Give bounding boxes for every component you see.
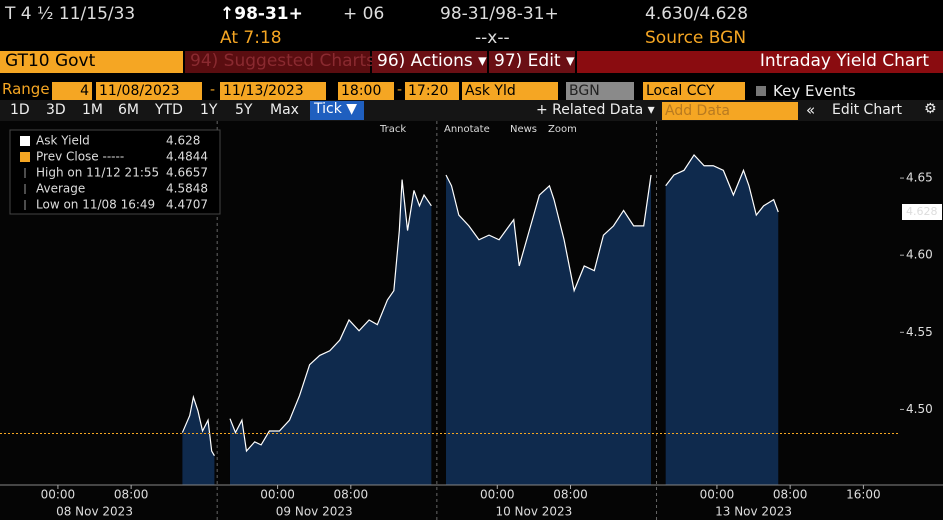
x-day-label: 09 Nov 2023	[276, 505, 353, 519]
price: ↑98-31+	[220, 4, 303, 24]
period-button[interactable]: YTD	[155, 102, 183, 118]
yields: 4.630/4.628	[645, 4, 749, 24]
edit-menu[interactable]: 97) Edit ▾	[489, 51, 575, 73]
dash: -	[210, 82, 216, 98]
start-time[interactable]: 18:00	[338, 82, 394, 100]
legend: Ask Yield 4.628 Prev Close ----- 4.4844 High…	[9, 129, 221, 215]
settings[interactable]: ⚙	[924, 101, 937, 117]
period-button[interactable]: 6M	[118, 102, 139, 118]
legend-label: High on 11/12 21:55	[36, 166, 159, 180]
actions-menu[interactable]: 96) Actions ▾	[372, 51, 487, 73]
x-tick-label: 00:00	[260, 488, 295, 502]
legend-value: 4.4844	[166, 150, 208, 164]
range-label: Range	[2, 80, 50, 98]
chart-tool: News	[510, 124, 537, 135]
dash: -	[397, 82, 403, 98]
period-button[interactable]: 3D	[46, 102, 66, 118]
checkbox[interactable]	[756, 86, 766, 96]
legend-label: Average	[36, 182, 85, 196]
legend-label: Ask Yield	[36, 134, 90, 148]
period-button[interactable]: 1M	[82, 102, 103, 118]
area	[665, 154, 779, 486]
line	[229, 179, 432, 453]
period-button[interactable]: Max	[270, 102, 299, 118]
source: Source BGN	[645, 28, 747, 48]
count-input[interactable]: 4	[52, 82, 92, 100]
x-day-label: 13 Nov 2023	[715, 505, 792, 519]
chart-tool: Zoom	[548, 124, 577, 135]
key-events[interactable]: Key Events	[773, 82, 856, 100]
x-tick-label: 08:00	[553, 488, 588, 502]
chart-tool: Track	[379, 124, 406, 135]
x-day-label: 08 Nov 2023	[56, 505, 133, 519]
legend-value: 4.6657	[166, 166, 208, 180]
legend-swatch	[20, 136, 30, 146]
legend-box	[9, 129, 221, 215]
tick-select[interactable]: Tick ▼	[310, 101, 364, 120]
toolbar	[0, 100, 943, 121]
x-tick-label: 08:00	[114, 488, 149, 502]
x-tick-label: 16:00	[846, 488, 881, 502]
end-time[interactable]: 17:20	[405, 82, 459, 100]
field-select[interactable]: Ask Yld	[462, 82, 558, 100]
x-tick-label: 00:00	[480, 488, 515, 502]
area	[229, 179, 432, 485]
chart-tool: Annotate	[444, 124, 490, 135]
y-tick-label: 4.65	[906, 171, 933, 185]
start-date[interactable]: 11/08/2023	[96, 82, 202, 100]
period-button[interactable]: 5Y	[235, 102, 253, 118]
period-button[interactable]: 1Y	[200, 102, 218, 118]
end-date[interactable]: 11/13/2023	[220, 82, 326, 100]
related-data[interactable]: + Related Data ▾	[536, 102, 655, 118]
legend-value: 4.4707	[166, 198, 208, 212]
x-day-label: 10 Nov 2023	[495, 505, 572, 519]
source-input[interactable]: BGN	[566, 82, 634, 100]
line	[445, 174, 652, 293]
size: --x--	[475, 28, 510, 48]
currency-select[interactable]: Local CCY	[643, 82, 745, 100]
x-tick-label: 08:00	[773, 488, 808, 502]
area	[182, 397, 215, 485]
collapse[interactable]: «	[806, 101, 816, 119]
legend-value: 4.5848	[166, 182, 208, 196]
bid-ask: 98-31/98-31+	[440, 4, 559, 24]
chart: Track Annotate News Zoom 4.628 4.50 4.55 4.60 4.…	[0, 121, 943, 520]
suggested-charts[interactable]: 94) Suggested Charts	[185, 51, 375, 73]
edit-chart[interactable]: Edit Chart	[832, 102, 903, 118]
change: + 06	[343, 4, 385, 24]
line	[181, 394, 215, 457]
last-value-label: 4.628	[906, 205, 938, 218]
security: T 4 ½ 11/15/33	[5, 4, 136, 24]
period-button[interactable]: 1D	[10, 102, 30, 118]
y-tick-label: 4.60	[906, 248, 933, 262]
legend-swatch	[20, 152, 30, 162]
page-title: Intraday Yield Chart	[577, 51, 943, 73]
time: At 7:18	[220, 28, 282, 48]
area	[446, 174, 652, 486]
y-tick-label: 4.55	[906, 325, 933, 339]
add-data[interactable]: Add Data	[662, 102, 798, 120]
last-value-box	[902, 204, 942, 220]
x-tick-label: 00:00	[41, 488, 76, 502]
line	[665, 153, 779, 217]
legend-label: Prev Close -----	[36, 150, 124, 164]
x-tick-label: 00:00	[700, 488, 735, 502]
legend-label: Low on 11/08 16:49	[36, 198, 155, 212]
legend-value: 4.628	[166, 134, 200, 148]
x-tick-label: 08:00	[334, 488, 369, 502]
y-tick-label: 4.50	[906, 402, 933, 416]
ticker[interactable]: GT10 Govt	[0, 51, 183, 73]
